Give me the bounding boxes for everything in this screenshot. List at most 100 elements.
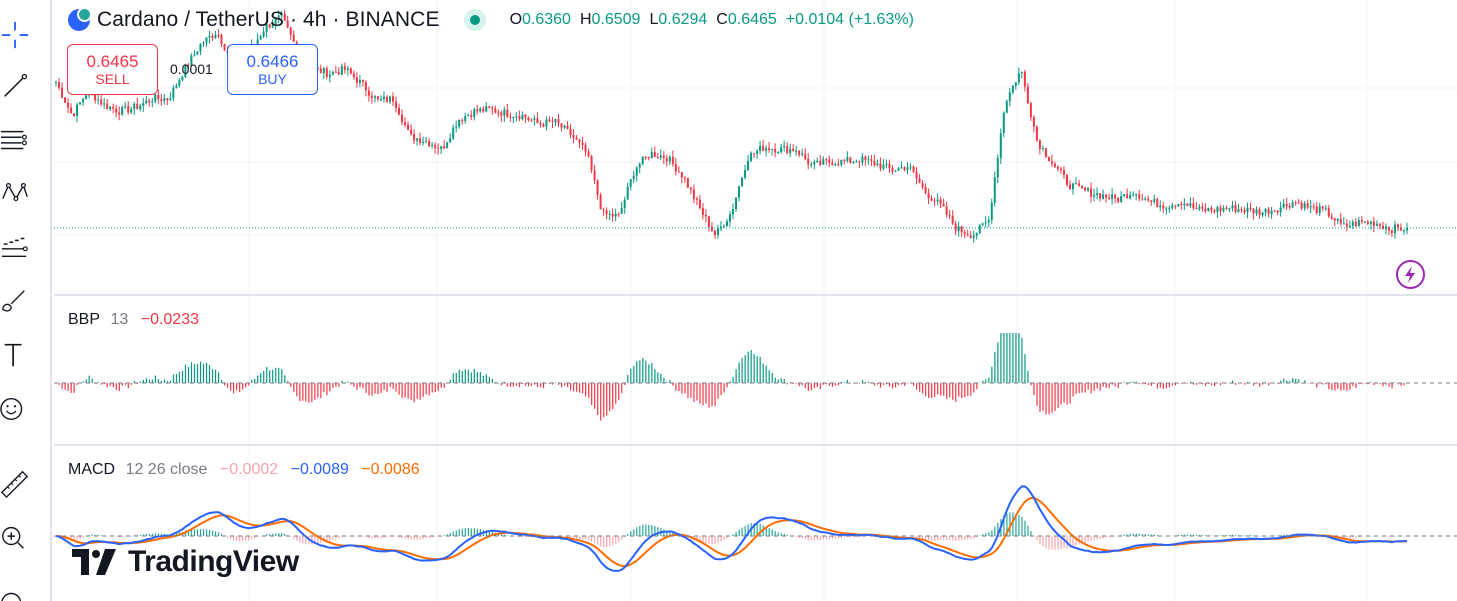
macd-hist-bar — [383, 536, 385, 538]
bbp-bar — [160, 380, 163, 383]
emoji-icon[interactable] — [0, 392, 30, 426]
bbp-bar — [1135, 381, 1137, 383]
bbp-bar — [416, 383, 418, 399]
candle-body — [753, 153, 756, 155]
macd-hist-bar — [1102, 536, 1104, 539]
candle-body — [1198, 206, 1201, 210]
ohlc-low: L0.6294 — [649, 11, 707, 29]
brush-icon[interactable] — [0, 284, 30, 318]
text-icon[interactable] — [0, 338, 30, 372]
candle-body — [1237, 209, 1240, 212]
bbp-bar — [371, 383, 373, 396]
candle-body — [732, 209, 734, 215]
candle-body — [596, 180, 599, 195]
bbp-bar — [1244, 383, 1246, 385]
bbp-bar — [166, 381, 169, 383]
close-value: 0.6465 — [727, 11, 777, 28]
macd-hist-bar — [1036, 536, 1038, 541]
candle-body — [1270, 210, 1273, 215]
bbp-bar — [1259, 383, 1261, 387]
bbp-bar — [61, 383, 63, 389]
candle-body — [1087, 188, 1090, 191]
candle-body — [187, 64, 190, 66]
candle-body — [196, 51, 199, 55]
bbp-bar — [1340, 383, 1342, 391]
candle-body — [918, 178, 921, 184]
bbp-bar — [287, 381, 289, 383]
market-status-icon[interactable] — [463, 9, 486, 31]
candle-body — [936, 199, 939, 202]
bbp-bar — [702, 383, 704, 406]
candle-body — [617, 213, 620, 215]
macd-hist-bar — [347, 535, 349, 537]
trend-line-icon[interactable] — [0, 69, 30, 103]
candle-body — [361, 79, 364, 83]
bbp-bar — [567, 383, 569, 387]
symbol-title[interactable]: Cardano / TetherUS · 4h · BINANCE — [97, 8, 440, 31]
ruler-icon[interactable] — [0, 466, 30, 500]
horizontal-lines-icon[interactable] — [0, 123, 30, 157]
candle-body — [536, 118, 539, 124]
flash-icon[interactable] — [1395, 259, 1426, 290]
macd-hist-bar — [669, 531, 671, 536]
macd-hist-bar — [852, 536, 855, 538]
bbp-bar — [419, 383, 421, 400]
crosshair-icon[interactable] — [0, 18, 30, 52]
candle-body — [810, 164, 813, 166]
candle-body — [756, 150, 759, 154]
bbp-bar — [220, 379, 223, 383]
bbp-bar — [1400, 383, 1402, 386]
candle-body — [1093, 194, 1096, 197]
bbp-bar — [551, 383, 554, 385]
bbp-bar — [151, 379, 153, 383]
bbp-bar — [732, 376, 734, 383]
bbp-bar — [888, 383, 891, 387]
chart-canvas[interactable] — [54, 0, 1457, 601]
macd-hist-bar — [515, 536, 518, 537]
magnet-icon[interactable] — [0, 584, 30, 601]
tradingview-logo[interactable]: TradingView — [72, 545, 299, 579]
candle-body — [897, 168, 900, 171]
bbp-bar — [299, 383, 301, 402]
macd-hist-bar — [404, 536, 406, 539]
sell-button[interactable]: 0.6465 SELL — [67, 44, 158, 95]
sell-label: SELL — [95, 70, 130, 87]
macd-hist-bar — [305, 536, 307, 544]
bbp-bar — [332, 383, 334, 388]
buy-button[interactable]: 0.6466 BUY — [227, 44, 318, 95]
candle-body — [172, 87, 175, 99]
candle-body — [792, 148, 795, 151]
bbp-bar — [1108, 383, 1110, 388]
macd-hist-bar — [1186, 534, 1189, 536]
macd-legend[interactable]: MACD 12 26 close −0.0002 −0.0089 −0.0086 — [68, 461, 420, 479]
candle-body — [987, 220, 990, 223]
bbp-bar — [1301, 383, 1303, 384]
macd-hist-bar — [1219, 535, 1222, 536]
bbp-bar — [139, 381, 141, 383]
macd-hist-bar — [260, 536, 262, 537]
candle-body — [328, 74, 331, 77]
bbp-bar — [952, 383, 954, 400]
candle-body — [1141, 198, 1144, 200]
candle-body — [506, 109, 509, 118]
macd-hist-bar — [630, 531, 632, 536]
bbp-bar — [193, 363, 196, 383]
prediction-icon[interactable] — [0, 229, 30, 263]
macd-hist-bar — [338, 536, 340, 539]
bbp-bar — [1045, 383, 1047, 415]
bbp-bar — [1036, 383, 1038, 406]
pattern-icon[interactable] — [0, 176, 30, 210]
bbp-bar — [684, 383, 686, 394]
candle-body — [1252, 208, 1255, 214]
candle-body — [431, 145, 434, 147]
bbp-legend[interactable]: BBP 13 −0.0233 — [68, 311, 199, 329]
bbp-bar — [1054, 383, 1056, 411]
macd-hist-bar — [828, 536, 830, 540]
candle-body — [1102, 194, 1105, 199]
bbp-bar — [747, 351, 749, 383]
candle-body — [94, 92, 97, 101]
candle-body — [1099, 193, 1102, 199]
zoom-in-icon[interactable] — [0, 520, 30, 554]
chart-area[interactable] — [54, 0, 1457, 601]
candle-body — [972, 235, 975, 239]
